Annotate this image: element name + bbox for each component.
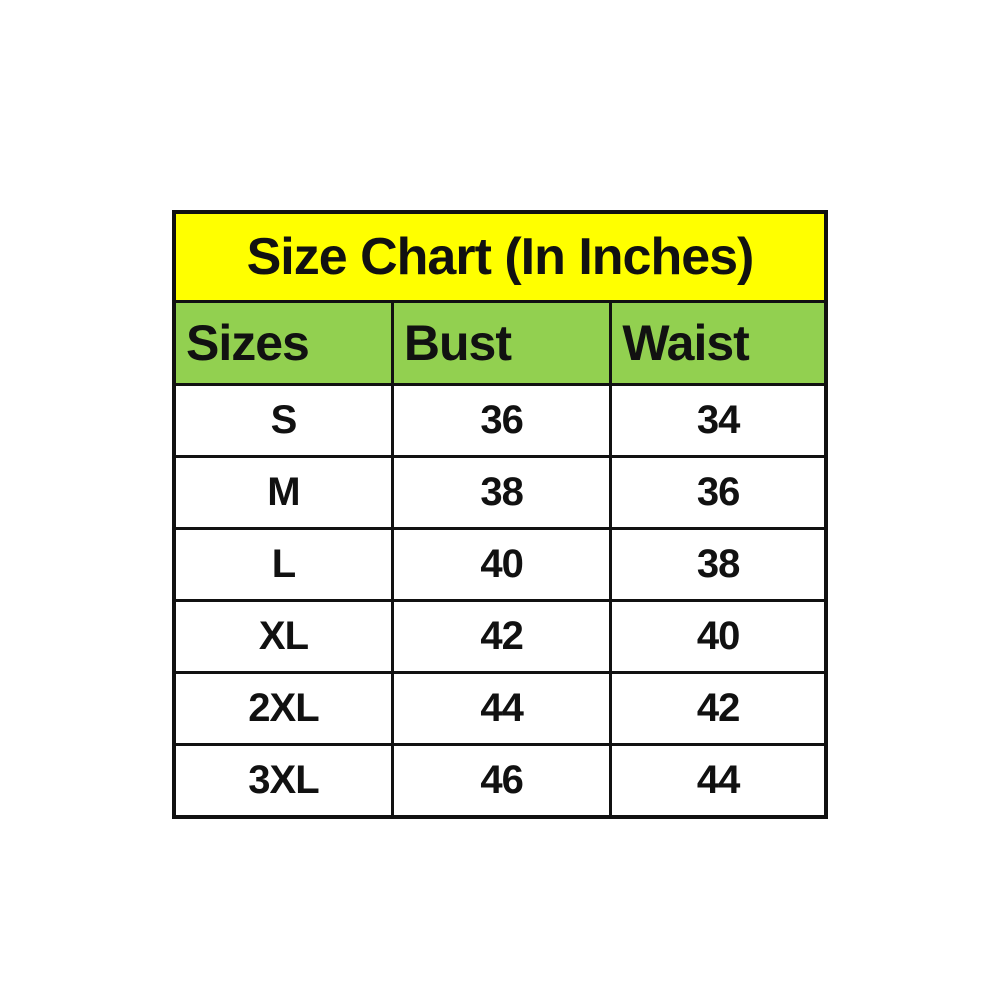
table-row: 3XL 46 44 — [172, 743, 828, 819]
waist-cell: 38 — [609, 527, 828, 602]
column-header-sizes: Sizes — [172, 300, 394, 386]
bust-cell: 40 — [390, 527, 613, 602]
column-header-bust: Bust — [390, 300, 613, 386]
size-cell: M — [172, 455, 394, 530]
table-row: L 40 38 — [172, 527, 828, 602]
waist-cell: 36 — [609, 455, 828, 530]
size-chart-table: Size Chart (In Inches) Sizes Bust Waist … — [172, 210, 828, 819]
bust-cell: 44 — [390, 671, 613, 746]
column-header-waist: Waist — [609, 300, 828, 386]
size-chart-title: Size Chart (In Inches) — [172, 210, 828, 303]
size-cell: S — [172, 383, 394, 458]
waist-cell: 44 — [609, 743, 828, 819]
bust-cell: 42 — [390, 599, 613, 674]
table-row: M 38 36 — [172, 455, 828, 530]
size-chart: Size Chart (In Inches) Sizes Bust Waist … — [172, 210, 828, 819]
bust-cell: 46 — [390, 743, 613, 819]
waist-cell: 42 — [609, 671, 828, 746]
title-row: Size Chart (In Inches) — [172, 210, 828, 303]
bust-cell: 36 — [390, 383, 613, 458]
table-row: XL 42 40 — [172, 599, 828, 674]
bust-cell: 38 — [390, 455, 613, 530]
table-row: 2XL 44 42 — [172, 671, 828, 746]
size-cell: 3XL — [172, 743, 394, 819]
header-row: Sizes Bust Waist — [172, 300, 828, 386]
waist-cell: 40 — [609, 599, 828, 674]
size-cell: L — [172, 527, 394, 602]
size-cell: XL — [172, 599, 394, 674]
waist-cell: 34 — [609, 383, 828, 458]
size-chart-body: S 36 34 M 38 36 L 40 38 XL 42 40 2XL 44 42 3XL 46 44 — [172, 383, 828, 819]
table-row: S 36 34 — [172, 383, 828, 458]
size-cell: 2XL — [172, 671, 394, 746]
